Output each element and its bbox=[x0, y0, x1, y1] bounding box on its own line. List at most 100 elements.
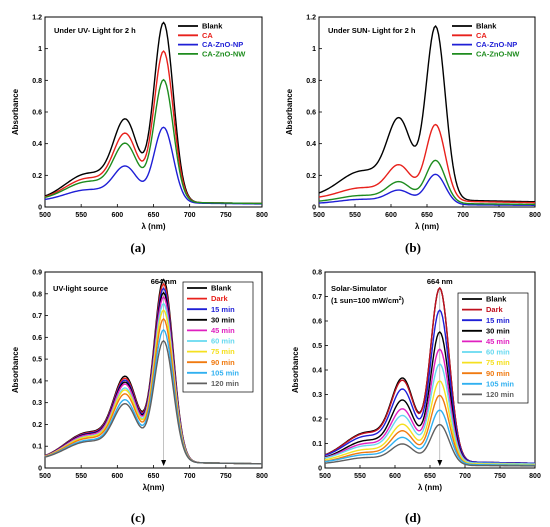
x-tick-label: 500 bbox=[313, 212, 325, 219]
y-tick-label: 0.6 bbox=[312, 319, 322, 326]
legend-label-3: CA-ZnO-NW bbox=[476, 50, 520, 59]
chart-panel-a: 500 550 600 650 700 750 800 0 0.2 0.4 0.6 0.8 1 1.2 λ … bbox=[11, 15, 268, 256]
series-line-0 bbox=[318, 24, 536, 203]
y-axis-label: Absorbance bbox=[11, 346, 20, 393]
legend-label-0: Blank bbox=[211, 284, 232, 293]
legend-label-3: 30 min bbox=[211, 315, 235, 324]
legend-label-7: 90 min bbox=[486, 369, 510, 378]
legend-label-4: 45 min bbox=[486, 337, 510, 346]
y-tick-label: 0.8 bbox=[312, 270, 322, 277]
y-tick-label: 0.2 bbox=[306, 173, 316, 180]
y-tick-label: 0.2 bbox=[312, 417, 322, 424]
y-tick-label: 0.5 bbox=[32, 357, 42, 364]
x-tick-label: 750 bbox=[494, 473, 506, 480]
series-line-3 bbox=[44, 78, 263, 205]
x-axis-label: λ (nm) bbox=[142, 222, 166, 231]
x-tick-label: 700 bbox=[184, 473, 196, 480]
panel-annotation: Solar-Simulator bbox=[331, 284, 387, 293]
panel-caption: (b) bbox=[405, 240, 421, 255]
y-tick-label: 1.2 bbox=[306, 15, 316, 22]
legend-label-3: 30 min bbox=[486, 326, 510, 335]
y-tick-label: 0.3 bbox=[32, 400, 42, 407]
y-tick-label: 0.2 bbox=[32, 422, 42, 429]
peak-marker-arrow bbox=[161, 460, 167, 466]
x-tick-label: 650 bbox=[148, 212, 160, 219]
chart-panel-d: 500 550 600 650 700 750 800 0 0.1 0.2 0.3 0.4 0.5 0.6… bbox=[291, 270, 541, 526]
chart-panel-b: 500 550 600 650 700 750 800 0 0.2 0.4 0.6 0.8 1 1.2 λ … bbox=[285, 15, 541, 256]
x-axis-label: λ(nm) bbox=[143, 483, 165, 492]
series-line-9 bbox=[44, 339, 263, 465]
y-axis-label: Absorbance bbox=[285, 88, 294, 135]
legend-label-4: 45 min bbox=[211, 326, 235, 335]
y-tick-label: 0.8 bbox=[306, 78, 316, 85]
x-tick-label: 550 bbox=[75, 473, 87, 480]
x-tick-label: 800 bbox=[256, 473, 268, 480]
x-tick-label: 650 bbox=[148, 473, 160, 480]
y-tick-label: 0.7 bbox=[32, 313, 42, 320]
legend-label-8: 105 min bbox=[486, 379, 514, 388]
y-tick-label: 1 bbox=[312, 46, 316, 53]
x-tick-label: 600 bbox=[389, 473, 401, 480]
legend-label-7: 90 min bbox=[211, 358, 235, 367]
series-line-6 bbox=[324, 380, 536, 466]
x-tick-label: 700 bbox=[184, 212, 196, 219]
x-axis-label: λ (nm) bbox=[415, 222, 439, 231]
panel-annotation-2: (1 sun=100 mW/cm2) bbox=[331, 296, 405, 305]
legend-label-9: 120 min bbox=[211, 379, 239, 388]
x-tick-label: 800 bbox=[529, 473, 541, 480]
y-tick-label: 0.8 bbox=[32, 291, 42, 298]
panel-annotation: Under UV- Light for 2 h bbox=[54, 26, 136, 35]
series-line-5 bbox=[324, 363, 536, 465]
series-line-2 bbox=[44, 126, 263, 205]
peak-label: 664 nm bbox=[151, 277, 177, 286]
y-tick-label: 0.3 bbox=[312, 392, 322, 399]
x-tick-label: 600 bbox=[111, 212, 123, 219]
legend-label-1: CA bbox=[476, 31, 487, 40]
x-tick-label: 550 bbox=[75, 212, 87, 219]
legend-label-1: Dark bbox=[211, 294, 229, 303]
legend-label-1: Dark bbox=[486, 305, 504, 314]
x-tick-label: 650 bbox=[421, 212, 433, 219]
panel-caption: (c) bbox=[131, 510, 145, 525]
panel-caption: (d) bbox=[405, 510, 421, 525]
legend-label-6: 75 min bbox=[211, 347, 235, 356]
y-axis-label: Absorbance bbox=[291, 346, 300, 393]
series-line-2 bbox=[318, 173, 536, 206]
x-tick-label: 800 bbox=[256, 212, 268, 219]
legend-label-3: CA-ZnO-NW bbox=[202, 50, 246, 59]
y-tick-label: 0 bbox=[38, 466, 42, 473]
y-tick-label: 0.4 bbox=[32, 378, 42, 385]
y-tick-label: 0.4 bbox=[306, 141, 316, 148]
x-tick-label: 750 bbox=[220, 473, 232, 480]
x-tick-label: 550 bbox=[349, 212, 361, 219]
y-tick-label: 0.6 bbox=[306, 110, 316, 117]
y-tick-label: 0.1 bbox=[32, 444, 42, 451]
series-line-2 bbox=[324, 309, 536, 464]
legend-label-1: CA bbox=[202, 31, 213, 40]
y-tick-label: 1.2 bbox=[32, 15, 42, 22]
x-tick-label: 750 bbox=[220, 212, 232, 219]
legend-label-6: 75 min bbox=[486, 358, 510, 367]
series-line-3 bbox=[318, 159, 536, 206]
y-tick-label: 0.7 bbox=[312, 294, 322, 301]
x-tick-label: 800 bbox=[529, 212, 541, 219]
peak-label: 664 nm bbox=[427, 277, 453, 286]
x-tick-label: 700 bbox=[457, 212, 469, 219]
y-tick-label: 0 bbox=[312, 205, 316, 212]
series-line-1 bbox=[318, 123, 536, 204]
y-tick-label: 0.4 bbox=[312, 368, 322, 375]
series-line-9 bbox=[324, 423, 536, 467]
y-tick-label: 0.8 bbox=[32, 78, 42, 85]
panel-annotation: Under SUN- Light for 2 h bbox=[328, 26, 416, 35]
x-tick-label: 700 bbox=[459, 473, 471, 480]
legend-label-9: 120 min bbox=[486, 390, 514, 399]
x-tick-label: 550 bbox=[354, 473, 366, 480]
legend-label-0: Blank bbox=[486, 295, 507, 304]
x-tick-label: 500 bbox=[39, 212, 51, 219]
series-line-8 bbox=[324, 409, 536, 466]
legend-label-0: Blank bbox=[202, 22, 223, 31]
panel-annotation: UV-light source bbox=[53, 284, 108, 293]
x-tick-label: 600 bbox=[111, 473, 123, 480]
legend-label-8: 105 min bbox=[211, 368, 239, 377]
